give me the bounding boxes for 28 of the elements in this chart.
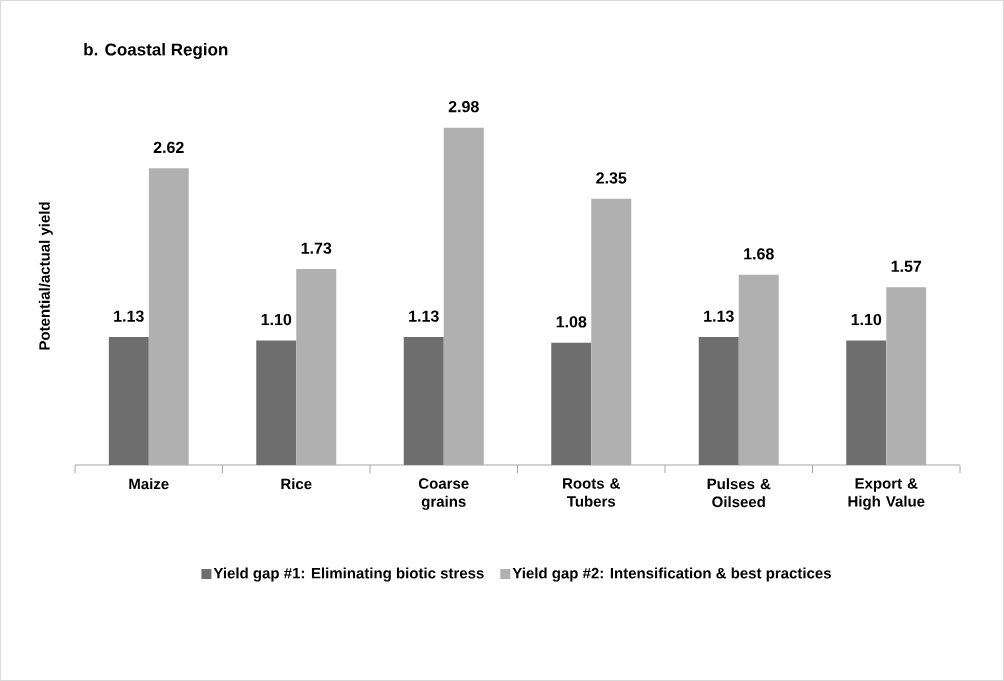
data-label: 1.73: [301, 242, 332, 254]
data-label: 2.62: [153, 141, 184, 154]
bar: [551, 342, 592, 465]
x-tick-label: Coarse grains: [418, 478, 469, 510]
data-label: 1.10: [851, 313, 882, 326]
bar: [698, 337, 739, 465]
data-label: 1.68: [744, 248, 774, 260]
data-label: 2.35: [596, 172, 627, 184]
x-tick-label: Maize: [129, 478, 169, 490]
x-tick-label: Export & High Value: [848, 478, 925, 510]
x-tick-label: Rice: [281, 478, 312, 490]
y-axis-title: Potential/actual yield: [38, 202, 53, 350]
legend-label: Yield gap #1: Eliminating biotic stress: [213, 567, 484, 582]
bar: [403, 337, 444, 465]
bar: [846, 340, 887, 465]
data-label: 1.08: [556, 316, 587, 328]
x-tick-label: Roots & Tubers: [563, 478, 620, 507]
data-label: 1.13: [704, 310, 734, 322]
data-label: 2.98: [448, 100, 479, 113]
legend-label: Yield gap #2: Intensification & best practices: [512, 567, 831, 582]
data-label: 1.13: [114, 310, 144, 322]
data-label: 1.13: [409, 310, 439, 322]
bar: [108, 337, 149, 465]
x-tick-label: Pulses & Oilseed: [707, 478, 771, 508]
bar: [256, 340, 297, 465]
chart-title: b. Coastal Region: [84, 43, 228, 59]
data-label: 1.57: [891, 260, 922, 272]
data-label: 1.10: [261, 313, 292, 326]
